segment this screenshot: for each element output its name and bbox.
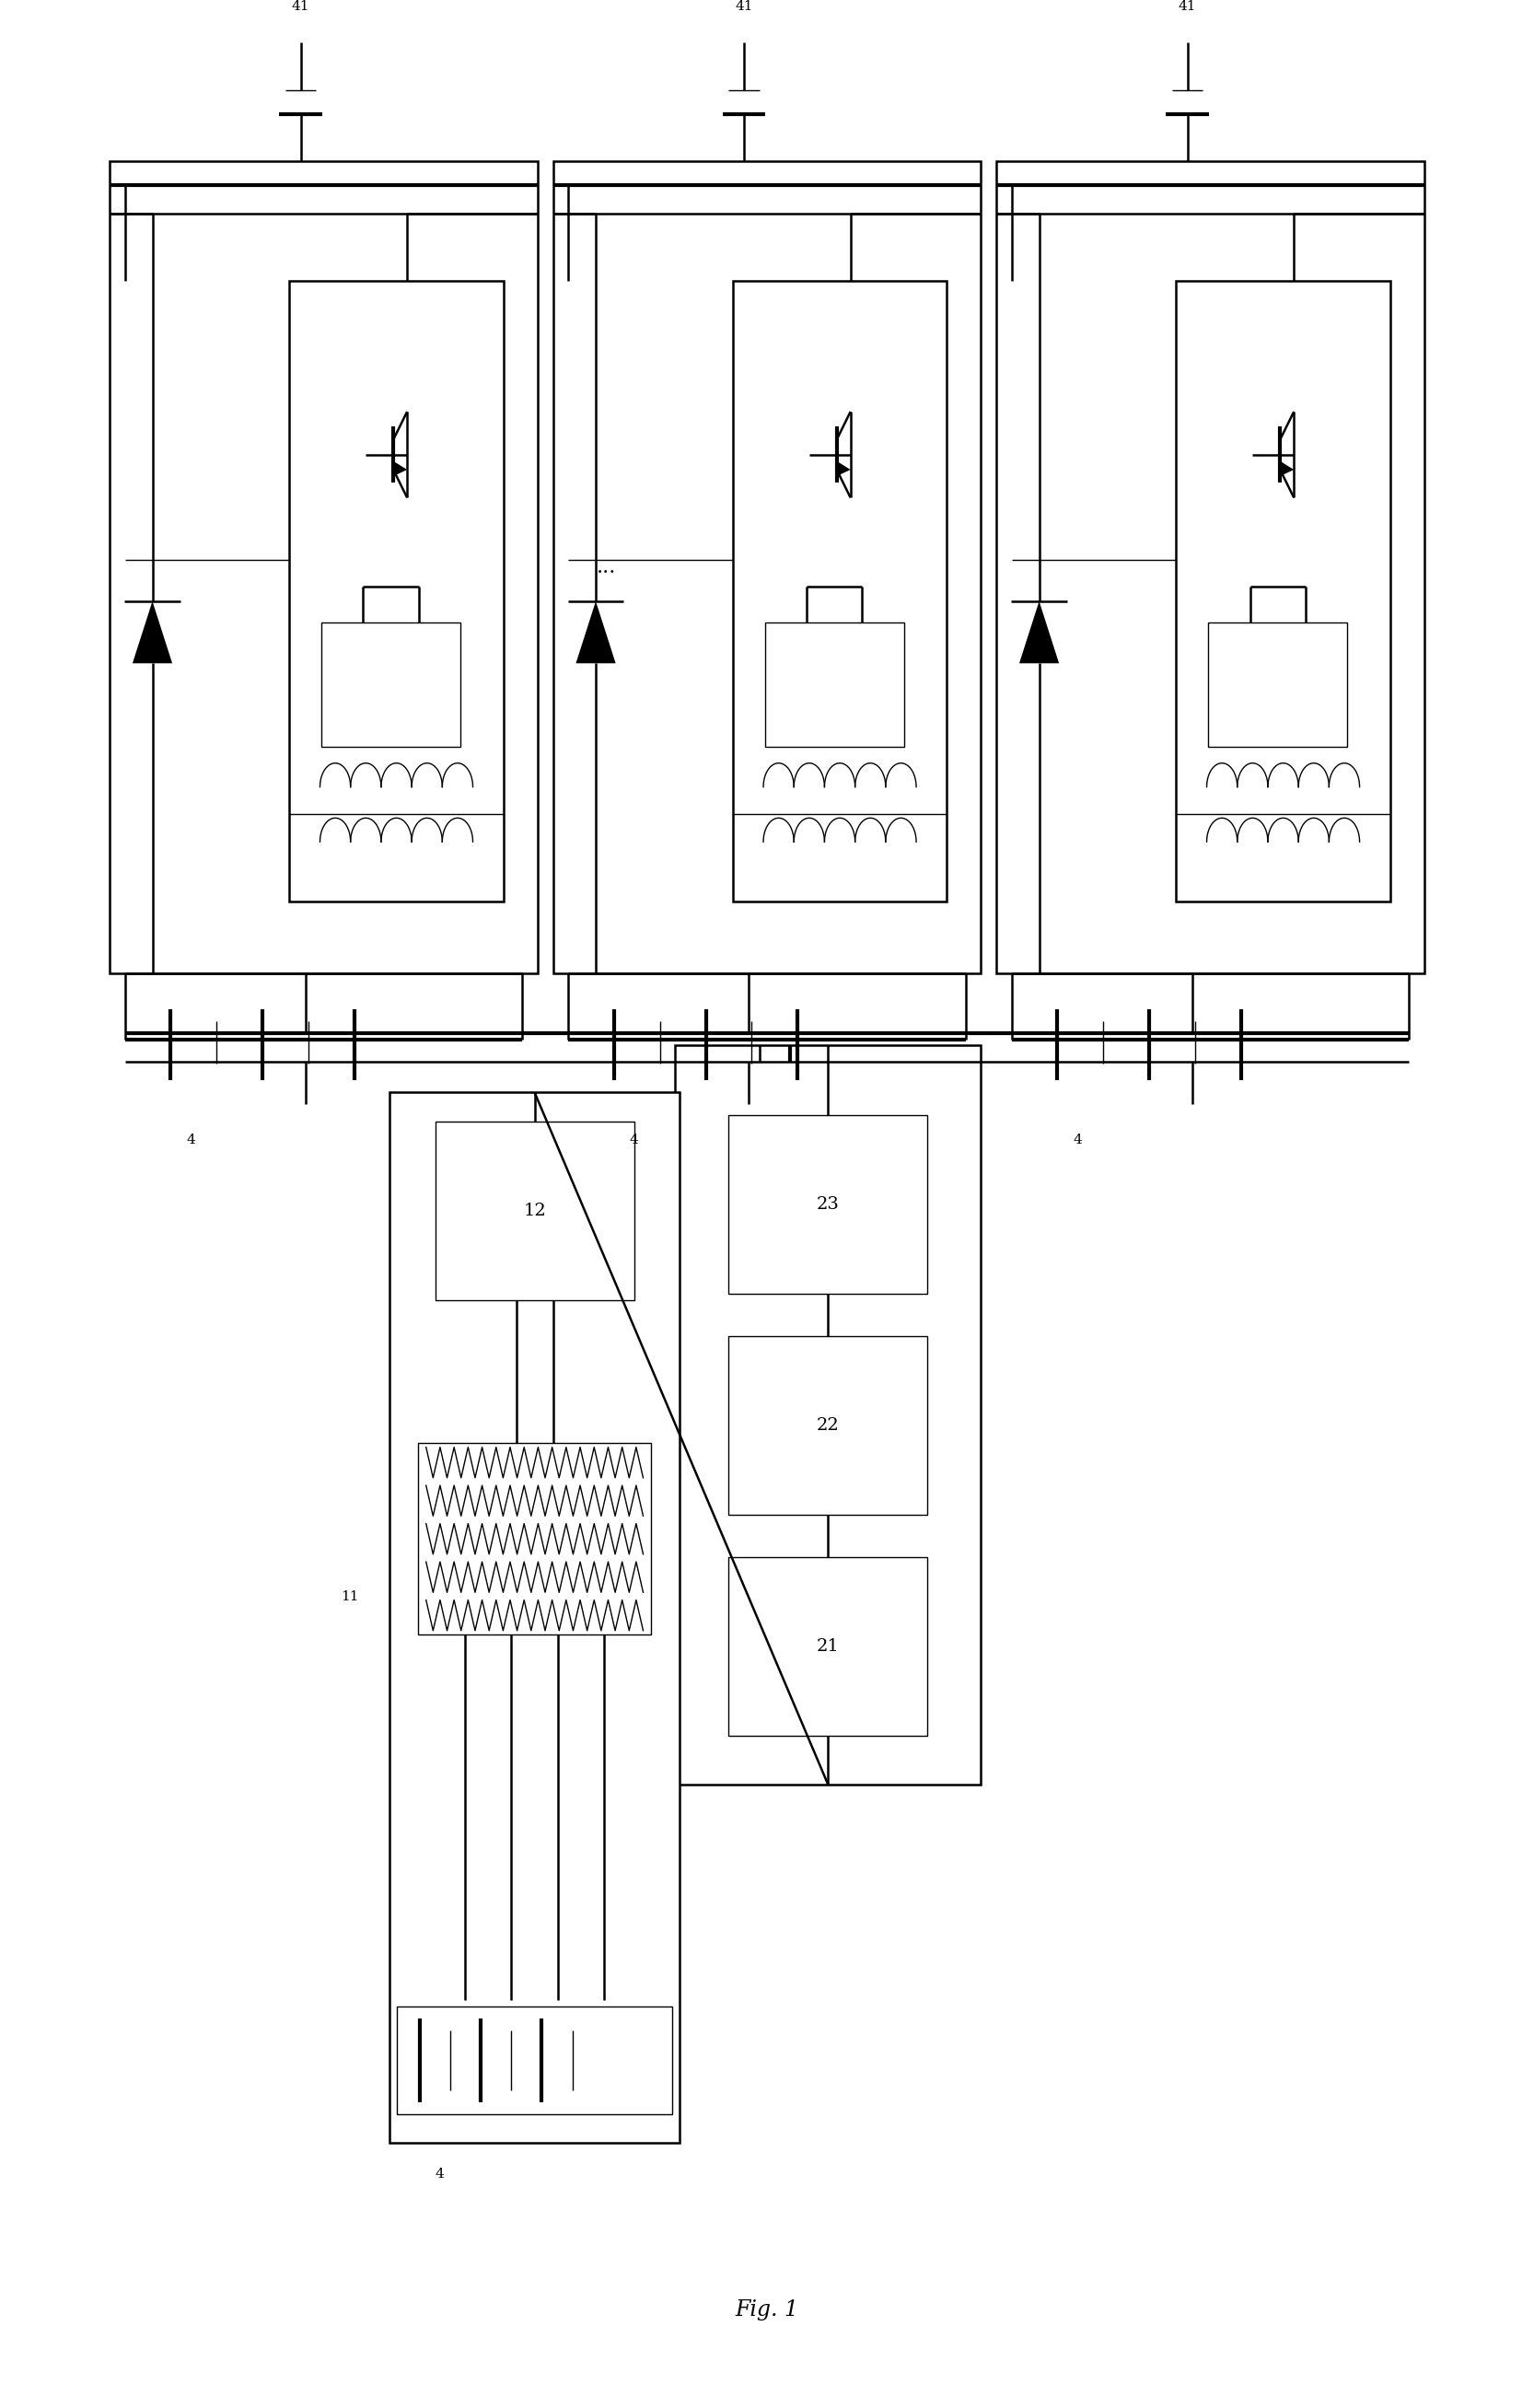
- Text: Fig. 1: Fig. 1: [735, 2300, 799, 2321]
- Bar: [390, 1093, 680, 2143]
- Text: 4: 4: [436, 2167, 445, 2179]
- Bar: [1209, 621, 1347, 746]
- Bar: [290, 282, 503, 901]
- Text: 21: 21: [816, 1637, 839, 1654]
- Polygon shape: [836, 460, 850, 477]
- Bar: [436, 1122, 634, 1300]
- Polygon shape: [1279, 460, 1293, 477]
- Polygon shape: [393, 460, 407, 477]
- Bar: [397, 2006, 672, 2114]
- Text: 4: 4: [186, 1134, 195, 1146]
- Bar: [552, 161, 982, 973]
- Text: 12: 12: [523, 1202, 546, 1218]
- Bar: [765, 621, 904, 746]
- Bar: [1177, 282, 1390, 901]
- Polygon shape: [132, 602, 172, 662]
- Bar: [729, 1115, 928, 1293]
- Bar: [675, 1045, 982, 1784]
- Bar: [419, 1442, 650, 1635]
- Text: 4: 4: [1072, 1134, 1081, 1146]
- Text: 22: 22: [816, 1418, 839, 1433]
- Text: ...: ...: [597, 556, 617, 578]
- Text: 11: 11: [341, 1589, 359, 1604]
- Bar: [109, 161, 538, 973]
- Polygon shape: [575, 602, 615, 662]
- Text: 41: 41: [735, 0, 753, 12]
- Bar: [322, 621, 460, 746]
- Text: 41: 41: [1178, 0, 1197, 12]
- Text: 23: 23: [816, 1197, 839, 1214]
- Bar: [733, 282, 946, 901]
- Bar: [729, 1558, 928, 1736]
- Text: 4: 4: [629, 1134, 638, 1146]
- Bar: [729, 1336, 928, 1515]
- Bar: [996, 161, 1425, 973]
- Text: 41: 41: [291, 0, 310, 12]
- Polygon shape: [1019, 602, 1058, 662]
